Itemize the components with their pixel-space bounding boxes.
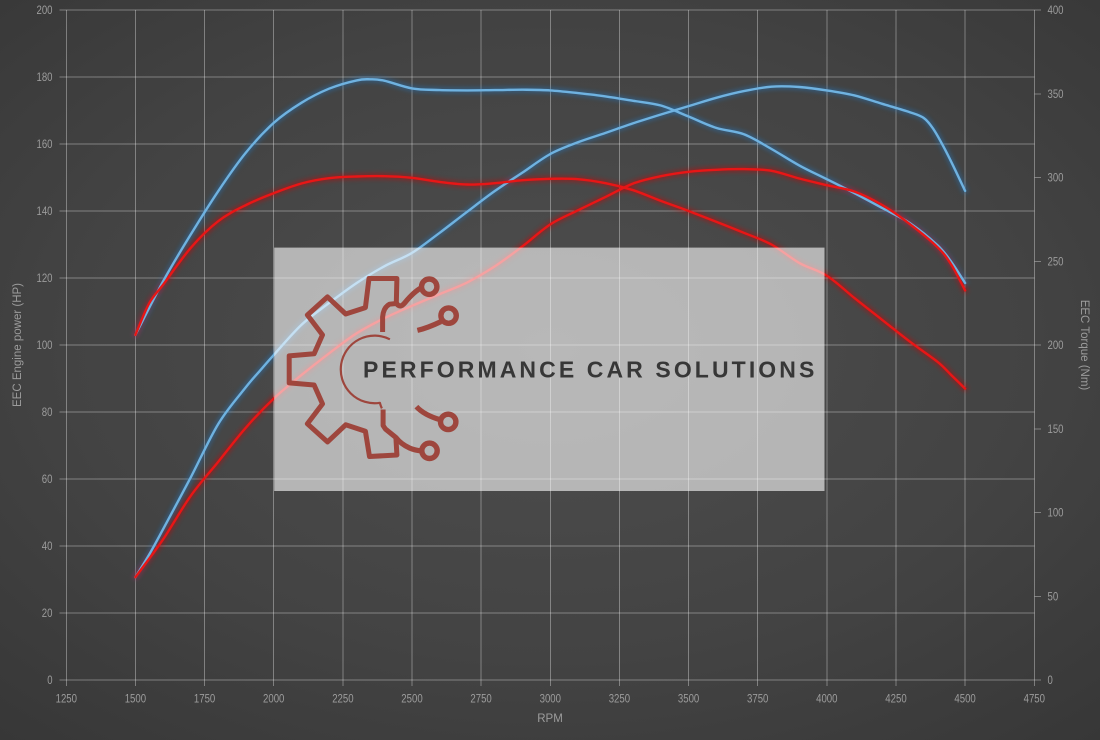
svg-text:4250: 4250 [885, 694, 906, 706]
svg-text:0: 0 [47, 675, 52, 687]
svg-text:1500: 1500 [125, 694, 146, 706]
svg-text:1750: 1750 [194, 694, 215, 706]
svg-text:140: 140 [37, 206, 53, 218]
svg-text:2000: 2000 [263, 694, 284, 706]
svg-text:150: 150 [1048, 424, 1064, 436]
svg-text:3250: 3250 [609, 694, 630, 706]
svg-text:40: 40 [42, 541, 53, 553]
svg-text:PERFORMANCE CAR SOLUTIONS: PERFORMANCE CAR SOLUTIONS [363, 357, 817, 383]
svg-text:EEC Torque (Nm): EEC Torque (Nm) [1078, 300, 1090, 391]
svg-text:RPM: RPM [537, 713, 563, 725]
svg-text:50: 50 [1048, 592, 1059, 604]
svg-text:120: 120 [37, 273, 53, 285]
svg-text:350: 350 [1048, 89, 1064, 101]
svg-text:200: 200 [37, 5, 53, 17]
svg-text:2500: 2500 [401, 694, 422, 706]
svg-text:100: 100 [1048, 508, 1064, 520]
svg-text:60: 60 [42, 474, 53, 486]
svg-text:EEC Engine power (HP): EEC Engine power (HP) [12, 283, 24, 407]
svg-text:400: 400 [1048, 5, 1064, 17]
svg-text:0: 0 [1048, 675, 1053, 687]
svg-text:2750: 2750 [470, 694, 491, 706]
svg-text:4750: 4750 [1024, 694, 1045, 706]
svg-text:3000: 3000 [540, 694, 561, 706]
svg-text:2250: 2250 [332, 694, 353, 706]
svg-text:80: 80 [42, 407, 53, 419]
svg-text:4500: 4500 [954, 694, 975, 706]
svg-text:4000: 4000 [816, 694, 837, 706]
svg-text:20: 20 [42, 608, 53, 620]
svg-text:300: 300 [1048, 173, 1064, 185]
svg-text:1250: 1250 [56, 694, 77, 706]
svg-text:250: 250 [1048, 256, 1064, 268]
svg-text:200: 200 [1048, 340, 1064, 352]
svg-text:100: 100 [37, 340, 53, 352]
svg-text:3500: 3500 [678, 694, 699, 706]
svg-text:160: 160 [37, 139, 53, 151]
svg-text:180: 180 [37, 72, 53, 84]
svg-text:3750: 3750 [747, 694, 768, 706]
